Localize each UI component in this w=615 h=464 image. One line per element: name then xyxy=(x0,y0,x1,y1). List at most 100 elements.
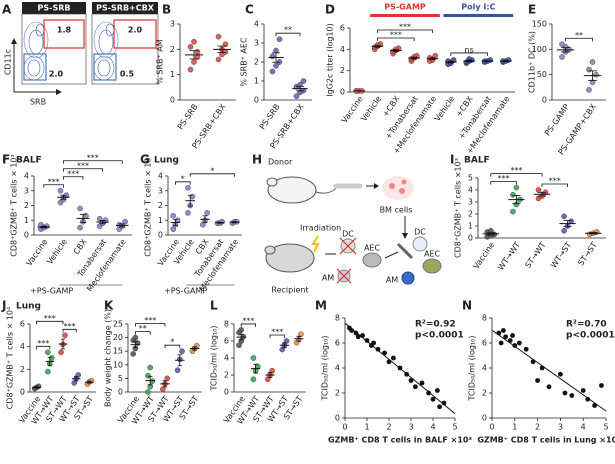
y-tick-label: 2 xyxy=(20,365,25,374)
data-point xyxy=(530,359,536,365)
label: DC xyxy=(342,230,354,239)
data-point xyxy=(512,343,518,348)
label: Irradiation xyxy=(300,224,341,233)
data-point xyxy=(585,396,591,402)
data-point xyxy=(273,47,279,54)
mouse-ear xyxy=(266,177,278,187)
sig-label: * xyxy=(170,338,174,347)
mouse-ear xyxy=(264,245,276,255)
label: AEC xyxy=(424,250,441,259)
y-tick-label: 4 xyxy=(158,172,163,181)
sig-bracket xyxy=(63,160,123,164)
data-point xyxy=(147,364,153,371)
y-tick-label: 8 xyxy=(482,314,487,323)
y-tick-label: 6 xyxy=(224,337,229,346)
flow-header xyxy=(92,2,158,14)
panel-letter: N xyxy=(462,299,472,313)
y-axis-label: Body weight change (%) xyxy=(104,309,113,407)
data-point xyxy=(546,384,552,390)
data-point xyxy=(293,93,300,99)
group-label: +PS-GAMP xyxy=(164,287,207,296)
x-tick-label: 4 xyxy=(430,423,435,432)
dc-cell xyxy=(412,236,428,252)
data-point xyxy=(586,66,592,73)
label: AM xyxy=(386,276,398,285)
y-tick-label: 3 xyxy=(468,198,473,207)
y-tick-label: 1 xyxy=(254,77,259,86)
y-tick-label: 2 xyxy=(335,389,340,398)
panel-letter: K xyxy=(104,299,114,313)
data-point xyxy=(426,390,431,396)
am-cell xyxy=(401,271,415,285)
y-tick-label: 0 xyxy=(335,414,340,423)
y-tick-label: 2 xyxy=(468,210,473,219)
y-tick-label: 1 xyxy=(24,216,29,225)
y-axis-label: CD8⁺GZMB⁺ T cells ×10³ xyxy=(454,158,463,258)
y-tick-label: 3 xyxy=(158,186,163,195)
panel-title: BALF xyxy=(464,156,490,166)
sig-bracket xyxy=(36,320,64,325)
lightning xyxy=(311,235,320,253)
y-tick-label: 4 xyxy=(24,172,29,181)
x-tick-label: CBX xyxy=(72,237,89,256)
label: BM cells xyxy=(380,206,413,215)
panel-letter: D xyxy=(325,3,335,17)
data-point xyxy=(360,333,365,338)
y-tick-label: 10 xyxy=(113,360,123,369)
flow-header xyxy=(22,2,86,14)
sig-label: *** xyxy=(510,166,522,175)
y-axis-label: CD8⁺GZMB⁺ T cells × 10⁴ xyxy=(6,307,15,409)
sig-bracket xyxy=(62,328,77,333)
data-point xyxy=(386,359,392,365)
x-tick-label: ST→WT xyxy=(523,240,547,269)
group-bar xyxy=(370,14,440,17)
data-point xyxy=(57,187,64,194)
data-point xyxy=(586,87,592,93)
data-point xyxy=(353,330,359,336)
data-point xyxy=(523,346,529,352)
data-point xyxy=(503,334,509,340)
label: AM xyxy=(322,274,334,283)
x-tick-label: Vaccine xyxy=(471,240,496,270)
y-tick-label: 150 xyxy=(532,20,547,29)
aec-cell xyxy=(362,252,382,268)
y-tick-label: 2 xyxy=(254,58,259,67)
cell xyxy=(401,179,407,185)
sig-label: *** xyxy=(390,31,402,40)
data-point xyxy=(539,365,545,371)
annotation: p<0.0001 xyxy=(415,331,464,341)
data-point xyxy=(269,367,275,374)
data-point xyxy=(435,388,440,393)
y-tick-label: 0 xyxy=(340,88,345,97)
annotation: p<0.0001 xyxy=(566,331,615,341)
panel: F BALF 0 1 2 3 4 CD8⁺GZMB⁺ T cells × 10³ Vaccine… xyxy=(2,153,132,296)
x-tick-label: 4 xyxy=(581,423,586,432)
sig-label: *** xyxy=(64,322,76,331)
data-point xyxy=(45,368,51,375)
data-point xyxy=(298,331,304,338)
sig-label: *** xyxy=(498,174,510,183)
sig-bracket xyxy=(541,183,568,187)
panel-letter: F xyxy=(2,153,10,167)
x-axis-label: GZMB⁺ CD8 T cells in Lung ×10⁴ xyxy=(477,436,615,445)
x-tick-label: WT→WT xyxy=(496,240,522,272)
cell xyxy=(399,188,405,194)
sig-bracket xyxy=(189,173,235,177)
data-point xyxy=(62,332,68,339)
data-point xyxy=(132,334,139,341)
sig-bracket xyxy=(275,32,301,37)
data-point xyxy=(599,383,604,388)
panel-letter: I xyxy=(450,153,454,167)
data-point xyxy=(269,68,276,75)
x-tick-label: PS-SRB xyxy=(176,102,200,131)
data-point xyxy=(191,59,197,65)
x-tick-label: 2 xyxy=(386,423,391,432)
y-tick-label: 2 xyxy=(24,201,29,210)
panel-letter: H xyxy=(252,153,262,167)
mouse xyxy=(267,176,317,204)
flow-x-label: SRB xyxy=(30,98,46,107)
y-tick-label: 3 xyxy=(254,39,259,48)
